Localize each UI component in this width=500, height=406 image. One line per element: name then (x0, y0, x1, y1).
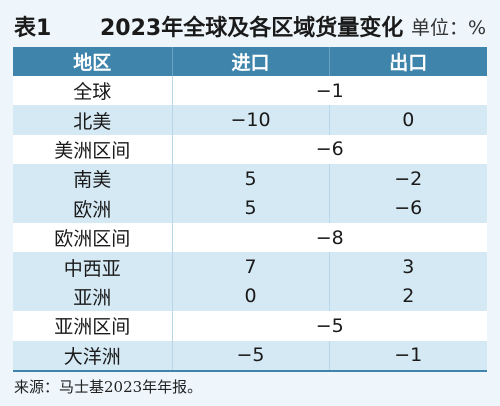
header-region: 地区 (13, 47, 172, 76)
merged-value-cell: −6 (171, 134, 487, 165)
import-cell: −10 (171, 105, 329, 135)
export-cell: −1 (328, 340, 487, 372)
header-export: 出口 (328, 47, 487, 76)
import-cell: 5 (171, 193, 329, 223)
table-title-bar: 表1 2023年全球及各区域货量变化 单位：% (0, 0, 500, 50)
unit-label: 单位：% (410, 17, 486, 39)
export-cell: 3 (328, 252, 487, 282)
table-row: 全球 −1 (13, 76, 487, 106)
region-cell: 全球 (13, 76, 172, 106)
export-cell: −6 (328, 193, 487, 223)
table-row: 南美 5 −2 (13, 164, 487, 194)
import-cell: 7 (171, 252, 329, 282)
table-number: 表1 (14, 16, 52, 41)
region-cell: 中西亚 (13, 252, 172, 282)
table-row: 中西亚 7 3 (13, 252, 487, 282)
import-cell: 0 (171, 281, 329, 312)
export-cell: 2 (328, 281, 487, 312)
table-row: 北美 −10 0 (13, 105, 487, 135)
table-title: 2023年全球及各区域货量变化 (100, 16, 404, 41)
table-row: 亚洲区间 −5 (13, 311, 487, 341)
region-cell: 欧洲 (13, 193, 172, 223)
table-header-row: 地区 进口 出口 (13, 47, 487, 76)
table-row: 亚洲 0 2 (13, 281, 487, 312)
table-row: 欧洲 5 −6 (13, 193, 487, 223)
export-cell: −2 (328, 164, 487, 194)
header-import: 进口 (171, 47, 329, 76)
region-cell: 美洲区间 (13, 134, 172, 165)
cargo-volume-table: 地区 进口 出口 全球 −1 北美 −10 0 美洲区间 −6 南美 5 −2 … (13, 47, 487, 372)
merged-value-cell: −8 (171, 222, 487, 253)
merged-value-cell: −1 (171, 76, 487, 106)
table-row: 欧洲区间 −8 (13, 222, 487, 253)
region-cell: 南美 (13, 164, 172, 194)
region-cell: 大洋洲 (13, 340, 172, 372)
export-cell: 0 (328, 105, 487, 135)
region-cell: 亚洲 (13, 281, 172, 312)
region-cell: 北美 (13, 105, 172, 135)
import-cell: 5 (171, 164, 329, 194)
region-cell: 亚洲区间 (13, 311, 172, 341)
table-row: 大洋洲 −5 −1 (13, 340, 487, 372)
table-row: 美洲区间 −6 (13, 134, 487, 165)
merged-value-cell: −5 (171, 311, 487, 341)
region-cell: 欧洲区间 (13, 222, 172, 253)
source-note: 来源：马士基2023年年报。 (14, 378, 203, 396)
import-cell: −5 (171, 340, 329, 372)
